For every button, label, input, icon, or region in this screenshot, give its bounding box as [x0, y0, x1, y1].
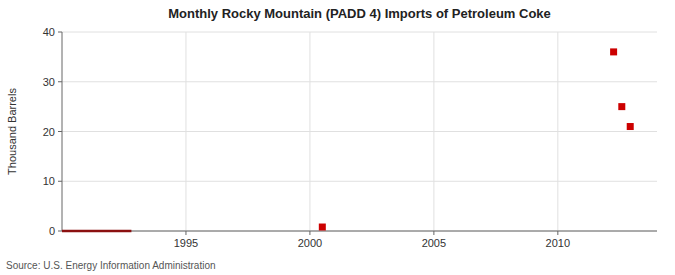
page: Chart html, body { margin: 0; padding: 0…	[0, 0, 675, 275]
x-grid-line	[309, 32, 310, 231]
x-tick-label: 2005	[422, 237, 446, 249]
y-grid-line	[62, 81, 657, 82]
x-tick-label: 2010	[546, 237, 570, 249]
x-grid-line	[557, 32, 558, 231]
y-tick	[58, 131, 62, 132]
x-tick	[557, 231, 558, 235]
y-grid-line	[62, 181, 657, 182]
y-axis-label: Thousand Barrels	[6, 88, 18, 175]
scatter-point	[618, 103, 625, 110]
y-tick	[58, 81, 62, 82]
x-tick	[185, 231, 186, 235]
y-tick-label: 0	[49, 225, 55, 237]
x-tick-label: 1995	[174, 237, 198, 249]
scatter-point	[319, 224, 326, 231]
x-grid-line	[185, 32, 186, 231]
grid	[62, 32, 657, 231]
y-tick-label: 30	[43, 76, 55, 88]
y-tick	[58, 231, 62, 232]
page-body: {"chart_data": {"type": "scatter", "titl…	[0, 0, 675, 275]
scatter-point	[610, 48, 617, 55]
x-axis-line	[62, 231, 657, 232]
y-tick	[58, 32, 62, 33]
x-grid-line	[433, 32, 434, 231]
chart-title: Monthly Rocky Mountain (PADD 4) Imports …	[168, 6, 551, 21]
chart-container: Monthly Rocky Mountain (PADD 4) Imports …	[0, 0, 675, 275]
source-note: Source: U.S. Energy Information Administ…	[6, 260, 216, 271]
y-grid-line	[62, 32, 657, 33]
y-tick-label: 10	[43, 175, 55, 187]
y-tick	[58, 181, 62, 182]
scatter-point	[627, 123, 634, 130]
x-tick	[433, 231, 434, 235]
y-tick-label: 20	[43, 126, 55, 138]
y-tick-label: 40	[43, 26, 55, 38]
data-marks	[62, 48, 634, 231]
y-grid-line	[62, 231, 657, 232]
x-tick-label: 2000	[298, 237, 322, 249]
y-grid-line	[62, 131, 657, 132]
x-tick	[309, 231, 310, 235]
chart-svg: Monthly Rocky Mountain (PADD 4) Imports …	[0, 0, 675, 275]
line	[62, 230, 131, 233]
